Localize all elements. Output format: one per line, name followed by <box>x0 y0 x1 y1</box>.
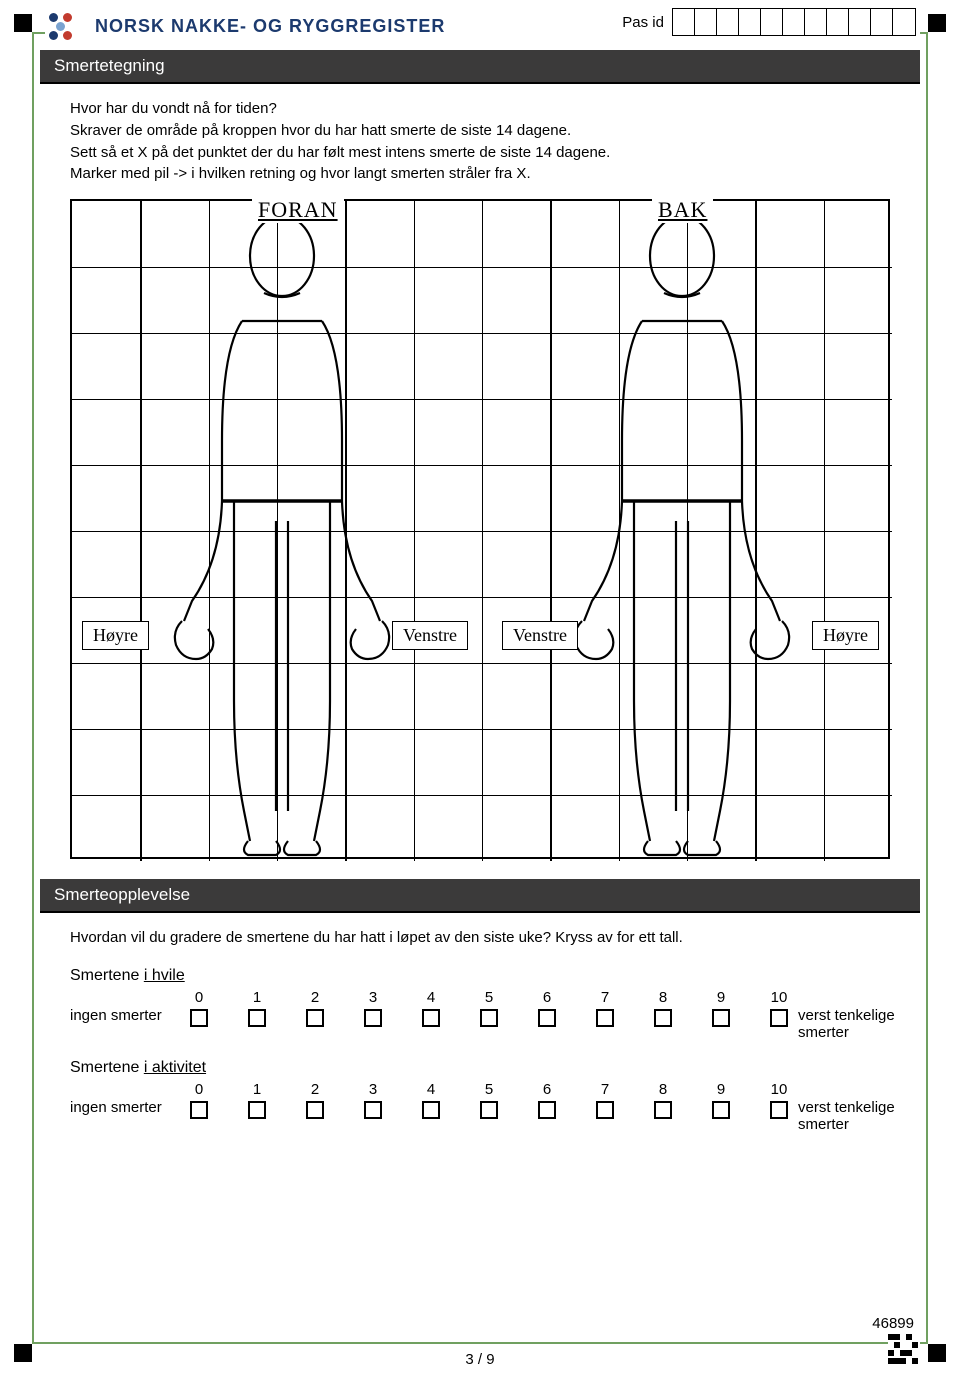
page-number: 3 / 9 <box>0 1351 960 1368</box>
scale-number: 0 <box>186 1081 212 1099</box>
instructions-text: Hvor har du vondt nå for tiden?Skraver d… <box>70 98 920 185</box>
scale-number: 0 <box>186 989 212 1007</box>
scale-number: 2 <box>302 1081 328 1099</box>
scale-checkbox[interactable] <box>596 1009 614 1027</box>
scale-checkbox[interactable] <box>422 1009 440 1027</box>
scale-number: 10 <box>766 989 792 1007</box>
diagram-label-right-back: Høyre <box>812 621 879 650</box>
scale-number: 8 <box>650 1081 676 1099</box>
pasid-cell[interactable] <box>849 9 871 35</box>
form-id: 46899 <box>872 1315 914 1332</box>
scale-number: 4 <box>418 989 444 1007</box>
section-header-smerteopplevelse: Smerteopplevelse <box>40 879 920 913</box>
scale-checkbox[interactable] <box>248 1101 266 1119</box>
scale-number: 9 <box>708 989 734 1007</box>
scale-checkbox[interactable] <box>538 1009 556 1027</box>
scale-number: 6 <box>534 1081 560 1099</box>
question-text: Hvordan vil du gradere de smertene du ha… <box>70 927 920 949</box>
scale-number: 4 <box>418 1081 444 1099</box>
scale-title: Smertene i aktivitet <box>70 1059 920 1077</box>
pasid-cell[interactable] <box>717 9 739 35</box>
diagram-label-left-front: Venstre <box>392 621 468 650</box>
scale-checkbox[interactable] <box>712 1101 730 1119</box>
section-header-smertetegning: Smertetegning <box>40 50 920 84</box>
pasid-cell[interactable] <box>739 9 761 35</box>
scale-number: 6 <box>534 989 560 1007</box>
body-outline <box>72 201 892 861</box>
pasid-cell[interactable] <box>893 9 915 35</box>
scale-number: 8 <box>650 989 676 1007</box>
scale-checkbox[interactable] <box>364 1009 382 1027</box>
pasid-cell[interactable] <box>761 9 783 35</box>
scale-checkbox[interactable] <box>480 1009 498 1027</box>
scale-checkbox[interactable] <box>306 1101 324 1119</box>
scale-checkbox[interactable] <box>770 1009 788 1027</box>
scale-number: 10 <box>766 1081 792 1099</box>
pasid-label: Pas id <box>622 14 664 31</box>
scale-checkbox[interactable] <box>538 1101 556 1119</box>
pasid-cell[interactable] <box>673 9 695 35</box>
scale-number: 7 <box>592 989 618 1007</box>
scale-checkbox[interactable] <box>770 1101 788 1119</box>
scale-number: 1 <box>244 1081 270 1099</box>
pain-scale: Smertene i aktivitet ingen smerter 0 1 2 3 4 5 6… <box>70 1059 920 1133</box>
body-diagram[interactable]: FORAN BAK Høyre Venstre Venstre Høyre <box>70 199 890 859</box>
scale-number: 3 <box>360 1081 386 1099</box>
pasid-cell[interactable] <box>695 9 717 35</box>
patient-id-field: Pas id <box>618 6 920 38</box>
scale-number: 2 <box>302 989 328 1007</box>
scale-checkbox[interactable] <box>596 1101 614 1119</box>
scale-checkbox[interactable] <box>364 1101 382 1119</box>
scale-checkbox[interactable] <box>654 1101 672 1119</box>
scale-number: 9 <box>708 1081 734 1099</box>
pasid-cell[interactable] <box>783 9 805 35</box>
scale-label-max: verst tenkelige smerter <box>798 1081 918 1133</box>
qr-code-icon <box>888 1334 920 1366</box>
scale-checkbox[interactable] <box>654 1009 672 1027</box>
pasid-cell[interactable] <box>805 9 827 35</box>
scale-checkbox[interactable] <box>190 1009 208 1027</box>
scale-number: 5 <box>476 1081 502 1099</box>
org-name: NORSK NAKKE- OG RYGGREGISTER <box>95 16 445 37</box>
pain-scale: Smertene i hvile ingen smerter 0 1 2 3 4 5 6 7 8 9 1… <box>70 967 920 1041</box>
pasid-input-boxes[interactable] <box>672 8 916 36</box>
scale-number: 5 <box>476 989 502 1007</box>
diagram-label-front: FORAN <box>252 197 344 223</box>
pasid-cell[interactable] <box>871 9 893 35</box>
diagram-label-left-back: Venstre <box>502 621 578 650</box>
scale-number: 1 <box>244 989 270 1007</box>
corner-marker <box>14 14 32 32</box>
scale-number: 3 <box>360 989 386 1007</box>
diagram-label-back: BAK <box>652 197 713 223</box>
scale-checkbox[interactable] <box>248 1009 266 1027</box>
diagram-label-right-front: Høyre <box>82 621 149 650</box>
scale-label-min: ingen smerter <box>70 989 180 1024</box>
scale-title: Smertene i hvile <box>70 967 920 985</box>
scale-checkbox[interactable] <box>712 1009 730 1027</box>
corner-marker <box>928 14 946 32</box>
scale-label-max: verst tenkelige smerter <box>798 989 918 1041</box>
scale-checkbox[interactable] <box>480 1101 498 1119</box>
scale-number: 7 <box>592 1081 618 1099</box>
pasid-cell[interactable] <box>827 9 849 35</box>
logo-icon <box>45 11 85 41</box>
scale-checkbox[interactable] <box>422 1101 440 1119</box>
scale-checkbox[interactable] <box>190 1101 208 1119</box>
scale-label-min: ingen smerter <box>70 1081 180 1116</box>
scale-checkbox[interactable] <box>306 1009 324 1027</box>
